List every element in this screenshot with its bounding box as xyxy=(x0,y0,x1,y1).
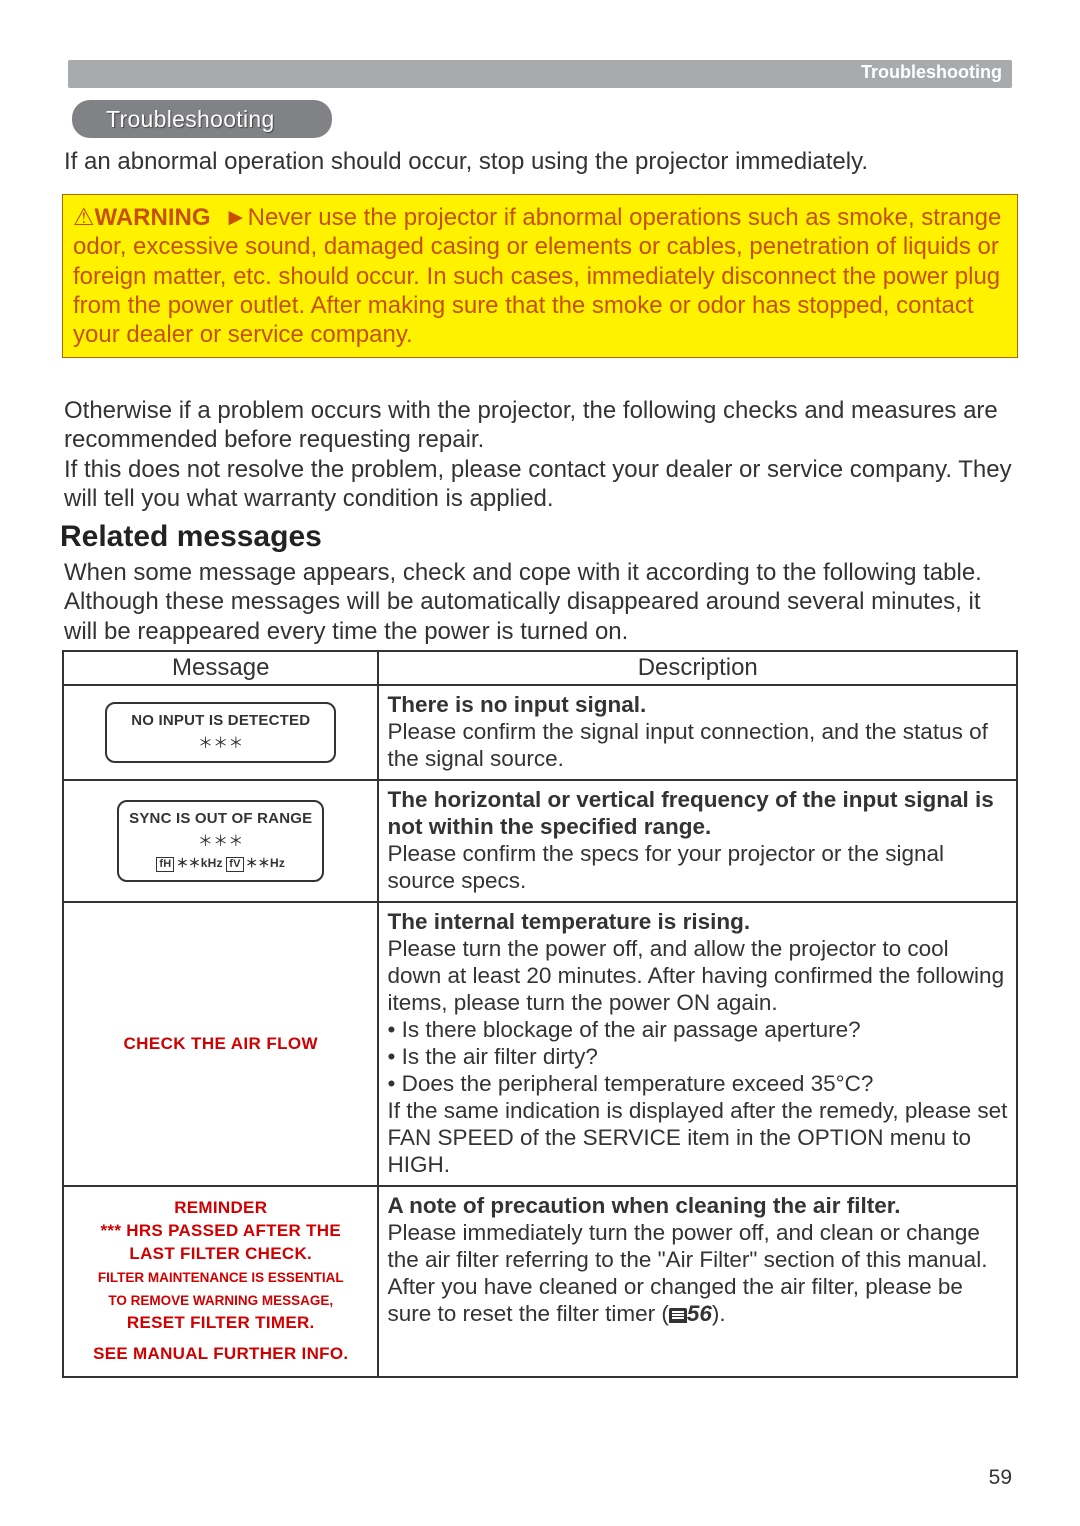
desc-bold: There is no input signal. xyxy=(387,692,646,717)
rem-l3: LAST FILTER CHECK. xyxy=(129,1244,312,1263)
message-cell: SYNC IS OUT OF RANGE ＊＊＊ fH＊＊kHz fV＊＊Hz xyxy=(63,780,378,902)
section-title: Troubleshooting xyxy=(106,106,275,133)
description-cell: A note of precaution when cleaning the a… xyxy=(378,1186,1017,1377)
rem-l7: SEE MANUAL FURTHER INFO. xyxy=(93,1344,348,1363)
check-airflow-msg: CHECK THE AIR FLOW xyxy=(123,1034,318,1053)
manual-ref-page: 56 xyxy=(687,1301,712,1326)
description-cell: There is no input signal. Please confirm… xyxy=(378,685,1017,780)
messages-table: Message Description NO INPUT IS DETECTED… xyxy=(62,650,1018,1378)
rem-l5: TO REMOVE WARNING MESSAGE, xyxy=(108,1293,333,1308)
table-row: NO INPUT IS DETECTED ＊＊＊ There is no inp… xyxy=(63,685,1017,780)
desc-text: Please confirm the specs for your projec… xyxy=(387,841,944,893)
osd-no-input: NO INPUT IS DETECTED ＊＊＊ xyxy=(105,702,336,763)
message-cell: NO INPUT IS DETECTED ＊＊＊ xyxy=(63,685,378,780)
desc-text: Please turn the power off, and allow the… xyxy=(387,936,1007,1177)
fh-value: ＊＊kHz xyxy=(176,856,222,870)
rem-l6: RESET FILTER TIMER. xyxy=(127,1313,315,1332)
intro-text: If an abnormal operation should occur, s… xyxy=(64,148,1004,176)
description-cell: The horizontal or vertical frequency of … xyxy=(378,780,1017,902)
reminder-msg: REMINDER *** HRS PASSED AFTER THE LAST F… xyxy=(66,1191,375,1372)
osd-sync-values: fH＊＊kHz fV＊＊Hz xyxy=(129,854,312,872)
rem-l1: REMINDER xyxy=(174,1198,267,1217)
warning-text: ⚠WARNING ►Never use the projector if abn… xyxy=(73,203,1007,349)
fv-value: ＊＊Hz xyxy=(246,856,285,870)
description-cell: The internal temperature is rising. Plea… xyxy=(378,902,1017,1186)
osd-sub: ＊＊＊ xyxy=(131,732,310,753)
osd-title: NO INPUT IS DETECTED xyxy=(131,712,310,729)
page-number: 59 xyxy=(989,1466,1012,1490)
body-paragraph-2: When some message appears, check and cop… xyxy=(64,558,1014,646)
table-row: CHECK THE AIR FLOW The internal temperat… xyxy=(63,902,1017,1186)
warning-label: WARNING xyxy=(95,204,211,231)
warning-icon: ⚠ xyxy=(73,204,95,231)
section-pill: Troubleshooting xyxy=(72,100,332,138)
rem-l4: FILTER MAINTENANCE IS ESSENTIAL xyxy=(98,1270,344,1285)
warning-body: ►Never use the projector if abnormal ope… xyxy=(73,204,1001,348)
desc-bold: The internal temperature is rising. xyxy=(387,909,750,934)
rem-l2: *** HRS PASSED AFTER THE xyxy=(100,1221,341,1240)
desc-text-b: ). xyxy=(712,1301,726,1326)
fv-label: fV xyxy=(226,857,243,872)
col-header-description: Description xyxy=(378,651,1017,685)
message-cell: CHECK THE AIR FLOW xyxy=(63,902,378,1186)
desc-bold: A note of precaution when cleaning the a… xyxy=(387,1193,900,1218)
header-bar-label: Troubleshooting xyxy=(861,62,1002,83)
table-header-row: Message Description xyxy=(63,651,1017,685)
osd-sync-range: SYNC IS OUT OF RANGE ＊＊＊ fH＊＊kHz fV＊＊Hz xyxy=(117,800,324,882)
message-cell: REMINDER *** HRS PASSED AFTER THE LAST F… xyxy=(63,1186,378,1377)
manual-ref-icon xyxy=(669,1308,687,1323)
table-row: SYNC IS OUT OF RANGE ＊＊＊ fH＊＊kHz fV＊＊Hz … xyxy=(63,780,1017,902)
col-header-message: Message xyxy=(63,651,378,685)
warning-box: ⚠WARNING ►Never use the projector if abn… xyxy=(62,194,1018,358)
related-messages-heading: Related messages xyxy=(60,520,322,554)
table-row: REMINDER *** HRS PASSED AFTER THE LAST F… xyxy=(63,1186,1017,1377)
body-paragraph-1: Otherwise if a problem occurs with the p… xyxy=(64,396,1014,513)
osd-sub: ＊＊＊ xyxy=(129,830,312,851)
desc-text: Please confirm the signal input connecti… xyxy=(387,719,987,771)
osd-title: SYNC IS OUT OF RANGE xyxy=(129,810,312,827)
fh-label: fH xyxy=(156,857,174,872)
desc-bold: The horizontal or vertical frequency of … xyxy=(387,787,993,839)
